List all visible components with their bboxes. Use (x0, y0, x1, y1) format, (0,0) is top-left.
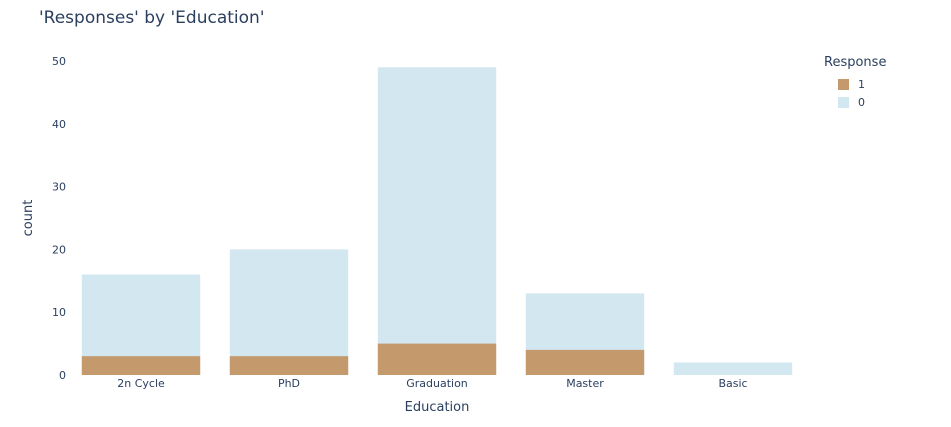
y-ticks-layer: 0 10 20 30 40 50 (52, 55, 66, 382)
bar-response-1-2n-cycle (81, 356, 201, 375)
x-tick-label: Graduation (406, 377, 468, 390)
x-axis-title: Education (405, 400, 470, 415)
legend-label: 1 (858, 77, 865, 91)
bars-layer (81, 67, 793, 375)
y-tick-label: 40 (52, 118, 66, 131)
y-tick-label: 10 (52, 306, 66, 319)
y-tick-label: 30 (52, 181, 66, 194)
bar-response-0-graduation (377, 67, 497, 375)
legend-item-response-0[interactable]: 0 (838, 93, 886, 111)
legend-title: Response (824, 55, 887, 70)
bar-response-0-phd (229, 249, 349, 375)
x-ticks-layer: 2n Cycle PhD Graduation Master Basic (117, 377, 747, 390)
bar-response-1-phd (229, 356, 349, 375)
x-tick-label: Basic (718, 377, 747, 390)
legend-label: 0 (858, 95, 865, 109)
y-tick-label: 20 (52, 243, 66, 256)
bar-response-0-basic (673, 362, 793, 375)
legend-swatch (838, 78, 849, 90)
y-axis-title: count (21, 200, 36, 237)
chart-title: 'Responses' by 'Education' (39, 8, 265, 28)
legend-item-response-1[interactable]: 1 (838, 75, 886, 93)
y-tick-label: 50 (52, 55, 66, 68)
bar-response-1-graduation (377, 343, 497, 375)
x-tick-label: Master (566, 377, 604, 390)
y-tick-label: 0 (59, 369, 66, 382)
legend-swatch (838, 96, 849, 108)
x-tick-label: PhD (278, 377, 300, 390)
bar-response-1-master (525, 349, 645, 375)
x-tick-label: 2n Cycle (117, 377, 165, 390)
